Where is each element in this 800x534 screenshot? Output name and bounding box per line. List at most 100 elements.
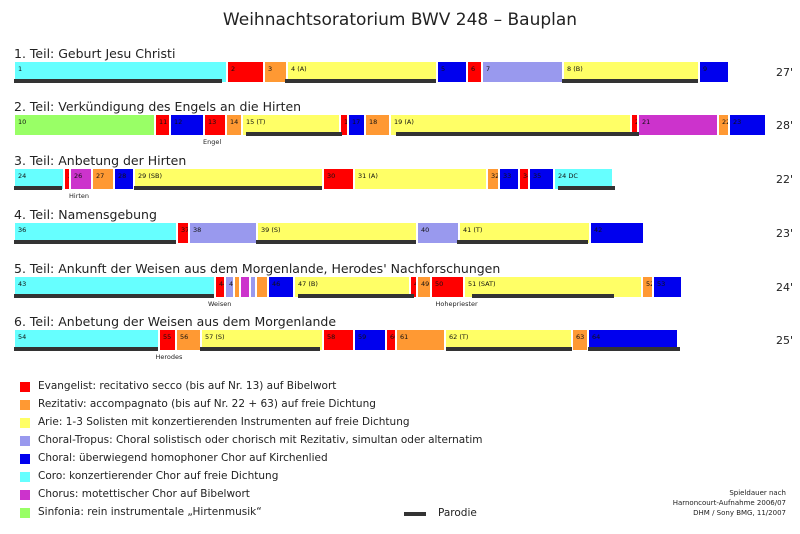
part-duration: 22' [775, 173, 793, 186]
part-duration: 28' [775, 119, 793, 132]
part-duration: 27' [775, 66, 793, 79]
legend-label: Chorus: motettischer Chor auf Bibelwort [38, 488, 250, 500]
movement-block: 33 [499, 168, 519, 190]
movement-block: 12 [170, 114, 204, 136]
movement-number: 18 [369, 118, 378, 126]
movement-block: 17 [348, 114, 365, 136]
movement-block: 42 [590, 222, 644, 244]
movement-number: 8 (B) [567, 65, 583, 73]
parody-bar [472, 294, 614, 298]
movement-number: 33 [503, 172, 512, 180]
movement-block: 38 [189, 222, 257, 244]
source-line: DHM / Sony BMG, 11/2007 [693, 509, 786, 517]
legend-label: Coro: konzertierender Chor auf freie Dic… [38, 470, 279, 482]
movement-block: 21 [638, 114, 718, 136]
parody-bar [14, 240, 176, 244]
movement-number: 28 [118, 172, 127, 180]
legend-label: Choral: überwiegend homophoner Chor auf … [38, 452, 328, 464]
movement-number: 24 DC [558, 172, 578, 180]
movement-number: 5 [441, 65, 446, 73]
legend-label: Evangelist: recitativo secco (bis auf Nr… [38, 380, 337, 392]
movement-number: 13 [208, 118, 217, 126]
movement-number: 50 [435, 280, 444, 288]
movement-block: 60 [386, 329, 396, 351]
legend-swatch [20, 436, 30, 446]
movement-block: 34 [519, 168, 529, 190]
movement-number: 27 [96, 172, 105, 180]
parody-bar [558, 186, 615, 190]
parody-bar [396, 132, 639, 136]
movement-number: 4 (A) [291, 65, 307, 73]
legend-swatch [20, 490, 30, 500]
parody-bar [457, 240, 588, 244]
role-note: Hirten [69, 192, 90, 200]
movement-number: 56 [180, 333, 189, 341]
movement-number: 23 [733, 118, 742, 126]
movement-number: 20 [635, 118, 637, 126]
parody-bar [285, 79, 436, 83]
part-duration: 23' [775, 227, 793, 240]
parody-bar [298, 294, 414, 298]
legend-swatch [20, 454, 30, 464]
parody-bar [14, 347, 158, 351]
part-title: 4. Teil: Namensgebung [14, 207, 157, 222]
movement-number: 45 [229, 280, 234, 288]
movement-block: 40 [417, 222, 459, 244]
movement-block: 52 [642, 276, 653, 298]
role-note: Herodes [155, 353, 183, 361]
movement-number: 55 [163, 333, 172, 341]
movement-number: 52 [646, 280, 652, 288]
movement-block: 13 [204, 114, 226, 136]
parody-bar [134, 186, 322, 190]
movement-number: 44 [219, 280, 224, 288]
legend-swatch [20, 400, 30, 410]
movement-block: 18 [365, 114, 390, 136]
movement-block [240, 276, 250, 298]
legend-swatch [20, 418, 30, 428]
movement-number: 9 [703, 65, 708, 73]
movement-block: 27 [92, 168, 114, 190]
movement-block: 49 [417, 276, 431, 298]
legend-swatch [20, 472, 30, 482]
role-note: Hohepriester [435, 300, 478, 308]
movement-block: 5 [437, 61, 467, 83]
movement-number: 53 [657, 280, 666, 288]
movement-block: 55 [159, 329, 176, 351]
movement-block: 6 [467, 61, 482, 83]
movement-block: 61 [396, 329, 445, 351]
source-line: Harnoncourt-Aufnahme 2006/07 [672, 499, 786, 507]
movement-number: 21 [642, 118, 651, 126]
source-line: Spieldauer nach [729, 489, 786, 497]
movement-number: 38 [193, 226, 202, 234]
movement-number: 63 [576, 333, 585, 341]
source-note: Spieldauer nach Harnoncourt-Aufnahme 200… [673, 488, 786, 518]
movement-number: 59 [358, 333, 367, 341]
movement-block: 25 [64, 168, 70, 190]
movement-number: 62 (T) [449, 333, 469, 341]
movement-block: 59 [354, 329, 386, 351]
movement-number: 24 [18, 172, 27, 180]
movement-number: 40 [421, 226, 430, 234]
movement-block: 23 [729, 114, 766, 136]
legend-label: Arie: 1-3 Solisten mit konzertierenden I… [38, 416, 410, 428]
part-title: 5. Teil: Ankunft der Weisen aus dem Morg… [14, 261, 501, 276]
movement-number: 57 (S) [205, 333, 225, 341]
movement-number: 61 [400, 333, 409, 341]
movement-block: 46 [268, 276, 294, 298]
movement-block: 22 [718, 114, 729, 136]
parody-bar [256, 240, 416, 244]
movement-number: 32 [491, 172, 499, 180]
movement-number: 29 (SB) [138, 172, 162, 180]
parody-bar [14, 186, 62, 190]
movement-number: 60 [390, 333, 395, 341]
movement-number: 46 [272, 280, 281, 288]
movement-block: 3 [264, 61, 287, 83]
legend-label: Sinfonia: rein instrumentale „Hirtenmusi… [38, 506, 262, 518]
movement-number: 12 [174, 118, 183, 126]
movement-number: 47 (B) [298, 280, 318, 288]
part-title: 1. Teil: Geburt Jesu Christi [14, 46, 176, 61]
movement-number: 64 [592, 333, 601, 341]
movement-block: 37 [177, 222, 189, 244]
movement-number: 14 [230, 118, 239, 126]
